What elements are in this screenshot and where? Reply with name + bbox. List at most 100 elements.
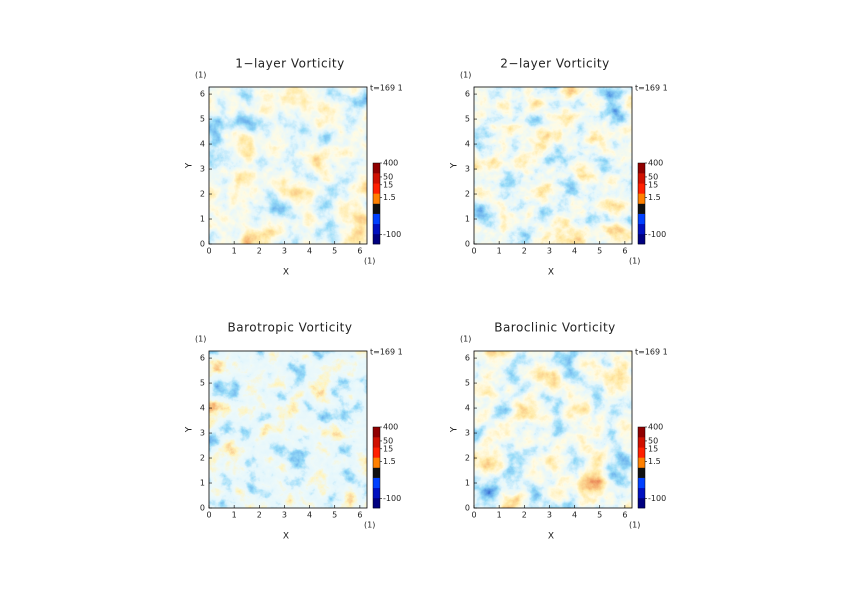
colorbar-tick-label: 50 bbox=[648, 172, 658, 181]
x-tick-label: 1 bbox=[232, 511, 237, 520]
vorticity-field bbox=[209, 87, 367, 244]
y-tick-label: 1 bbox=[465, 479, 470, 488]
colorbar-band bbox=[373, 203, 380, 214]
y-tick-label: 3 bbox=[200, 429, 205, 438]
colorbar-band bbox=[373, 163, 380, 174]
colorbar-tick-label: -100 bbox=[383, 494, 401, 503]
colorbar-tick-label: -100 bbox=[383, 230, 401, 239]
x-tick-label: 3 bbox=[282, 511, 287, 520]
panel-title: 1−layer Vorticity bbox=[235, 57, 344, 71]
y-tick-label: 0 bbox=[465, 504, 470, 513]
colorbar-tick-label: 400 bbox=[648, 159, 663, 168]
colorbar-tick-label: 1.5 bbox=[648, 457, 661, 466]
colorbar-tick-label: 50 bbox=[383, 172, 393, 181]
time-annotation: t=169 1 bbox=[370, 84, 403, 93]
y-tick-label: 6 bbox=[200, 354, 205, 363]
y-tick-label: 2 bbox=[200, 190, 205, 199]
colorbar-tick-label: 15 bbox=[383, 444, 393, 453]
colorbar-band bbox=[638, 437, 645, 448]
x-tick-label: 6 bbox=[622, 247, 627, 256]
colorbar-band bbox=[638, 183, 645, 194]
colorbar-band bbox=[638, 203, 645, 214]
colorbar-tick-label: -100 bbox=[648, 230, 666, 239]
colorbar-band bbox=[373, 233, 380, 245]
y-tick-label: 4 bbox=[465, 404, 470, 413]
x-tick-label: 2 bbox=[522, 511, 527, 520]
colorbar-tick-label: 1.5 bbox=[648, 193, 661, 202]
y-axis-label: Y bbox=[185, 426, 195, 433]
y-axis-label: Y bbox=[450, 426, 460, 433]
x-tick-label: 3 bbox=[547, 511, 552, 520]
plot-frame bbox=[473, 86, 633, 245]
x-tick-label: 5 bbox=[332, 511, 337, 520]
x-tick-label: 1 bbox=[497, 247, 502, 256]
x-tick-label: 3 bbox=[547, 247, 552, 256]
colorbar-band bbox=[638, 447, 645, 458]
colorbar-band bbox=[373, 497, 380, 509]
panel-title: 2−layer Vorticity bbox=[500, 57, 609, 71]
x-tick-label: 6 bbox=[357, 511, 362, 520]
time-annotation: t=169 1 bbox=[370, 348, 403, 357]
panel-title: Baroclinic Vorticity bbox=[494, 321, 616, 335]
colorbar-tick-label: 400 bbox=[383, 159, 398, 168]
y-tick-label: 6 bbox=[200, 90, 205, 99]
y-tick-label: 6 bbox=[465, 90, 470, 99]
colorbar-band bbox=[638, 173, 645, 184]
time-annotation: t=169 1 bbox=[635, 348, 668, 357]
y-tick-label: 5 bbox=[465, 379, 470, 388]
panel-title: Barotropic Vorticity bbox=[227, 321, 352, 335]
colorbar-frame bbox=[637, 426, 646, 509]
y-unit: (1) bbox=[460, 71, 471, 80]
y-tick-label: 6 bbox=[465, 354, 470, 363]
colorbar-tick-label: 50 bbox=[383, 436, 393, 445]
y-tick-label: 3 bbox=[465, 429, 470, 438]
colorbar-band bbox=[373, 427, 380, 438]
vorticity-field bbox=[209, 351, 367, 508]
y-tick-label: 0 bbox=[200, 240, 205, 249]
colorbar-band bbox=[638, 467, 645, 478]
y-unit: (1) bbox=[460, 335, 471, 344]
x-tick-label: 4 bbox=[572, 247, 577, 256]
colorbar-band bbox=[373, 173, 380, 184]
y-tick-label: 3 bbox=[465, 165, 470, 174]
x-tick-label: 4 bbox=[307, 511, 312, 520]
colorbar-tick-label: 15 bbox=[648, 180, 658, 189]
x-tick-label: 1 bbox=[497, 511, 502, 520]
y-tick-label: 4 bbox=[200, 404, 205, 413]
vorticity-field bbox=[474, 87, 632, 244]
x-axis-label: X bbox=[283, 532, 289, 542]
colorbar-band bbox=[373, 467, 380, 478]
y-axis-label: Y bbox=[450, 162, 460, 169]
y-tick-label: 1 bbox=[200, 215, 205, 224]
y-tick-label: 2 bbox=[465, 190, 470, 199]
y-tick-label: 5 bbox=[465, 115, 470, 124]
x-axis-label: X bbox=[548, 268, 554, 278]
y-tick-label: 2 bbox=[200, 454, 205, 463]
x-tick-label: 6 bbox=[357, 247, 362, 256]
x-tick-label: 3 bbox=[282, 247, 287, 256]
colorbar-band bbox=[373, 487, 380, 499]
x-unit: (1) bbox=[629, 521, 640, 530]
colorbar-tick-label: 400 bbox=[383, 423, 398, 432]
x-tick-label: 6 bbox=[622, 511, 627, 520]
colorbar-band bbox=[638, 223, 645, 235]
plot-frame bbox=[208, 350, 368, 509]
y-axis-label: Y bbox=[185, 162, 195, 169]
y-tick-label: 1 bbox=[465, 215, 470, 224]
vorticity-field bbox=[474, 351, 632, 508]
colorbar-band bbox=[638, 213, 645, 225]
colorbar-band bbox=[638, 487, 645, 499]
colorbar-tick-label: 1.5 bbox=[383, 457, 396, 466]
plot-frame bbox=[473, 350, 633, 509]
x-tick-label: 1 bbox=[232, 247, 237, 256]
colorbar-tick-label: 400 bbox=[648, 423, 663, 432]
x-tick-label: 4 bbox=[572, 511, 577, 520]
x-unit: (1) bbox=[629, 257, 640, 266]
x-tick-label: 0 bbox=[471, 511, 476, 520]
y-tick-label: 5 bbox=[200, 115, 205, 124]
colorbar-band bbox=[373, 223, 380, 235]
y-tick-label: 5 bbox=[200, 379, 205, 388]
x-axis-label: X bbox=[283, 268, 289, 278]
x-tick-label: 2 bbox=[257, 247, 262, 256]
